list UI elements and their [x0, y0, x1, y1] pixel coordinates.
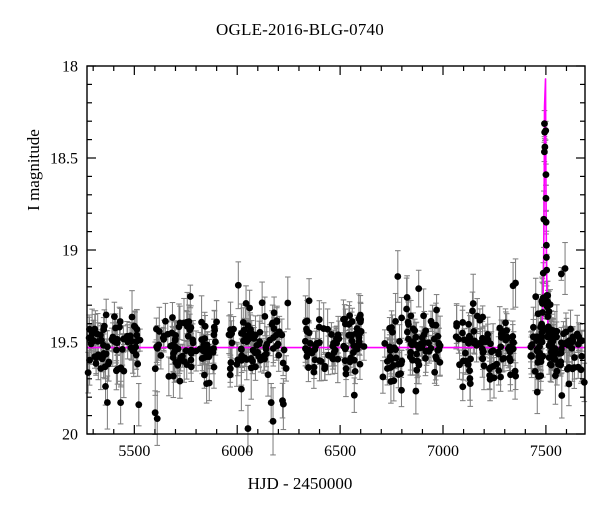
tick-label-layer: 5500 6000 6500 7000 7500 18 18.5 19 19.5 20 — [50, 59, 562, 461]
page-title: OGLE-2016-BLG-0740 — [216, 20, 384, 39]
x-tick-label: 7500 — [530, 443, 562, 460]
x-tick-label: 6500 — [324, 443, 356, 460]
x-tick-label: 7000 — [427, 443, 459, 460]
y-tick-label: 19 — [62, 243, 78, 260]
x-tick-label: 5500 — [118, 443, 150, 460]
y-tick-label: 19.5 — [50, 335, 78, 352]
x-axis-label: HJD - 2450000 — [247, 474, 353, 493]
y-tick-label: 20 — [62, 427, 78, 444]
y-tick-label: 18.5 — [50, 151, 78, 168]
x-tick-label: 6000 — [221, 443, 253, 460]
data-point-layer — [84, 120, 588, 432]
axis-frame — [86, 65, 586, 435]
y-axis-label: I magnitude — [24, 129, 43, 211]
y-tick-label: 18 — [62, 59, 78, 76]
